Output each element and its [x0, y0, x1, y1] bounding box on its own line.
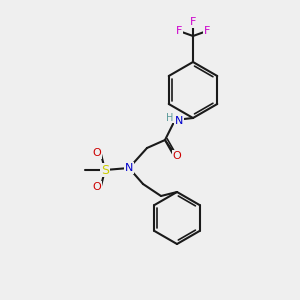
Text: F: F: [176, 26, 182, 36]
Text: S: S: [101, 164, 109, 176]
Text: H: H: [166, 113, 174, 123]
Text: O: O: [172, 151, 182, 161]
Text: O: O: [93, 148, 101, 158]
Text: F: F: [204, 26, 210, 36]
Text: F: F: [190, 17, 196, 27]
Text: O: O: [93, 182, 101, 192]
Text: N: N: [175, 116, 183, 126]
Text: N: N: [125, 163, 133, 173]
